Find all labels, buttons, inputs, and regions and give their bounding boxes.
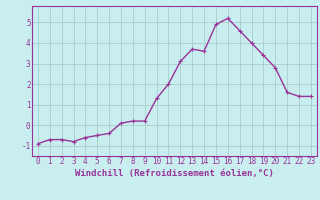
X-axis label: Windchill (Refroidissement éolien,°C): Windchill (Refroidissement éolien,°C) xyxy=(75,169,274,178)
